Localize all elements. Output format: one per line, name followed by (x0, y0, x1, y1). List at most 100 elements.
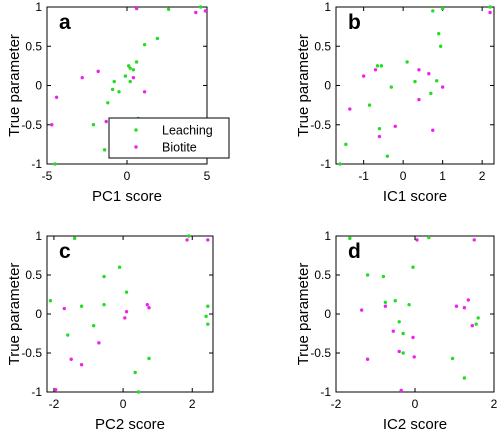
data-point-biotite (454, 304, 459, 308)
data-point-leaching (124, 290, 129, 294)
data-point-leaching (72, 236, 77, 241)
data-point-biotite (206, 238, 210, 242)
data-point-leaching (405, 60, 409, 64)
x-tick-label: -5 (42, 169, 53, 183)
data-point-biotite (361, 74, 366, 78)
data-point-leaching (377, 126, 382, 131)
data-point-biotite (97, 341, 101, 345)
x-tick-label: 0 (400, 169, 407, 183)
data-point-leaching (427, 235, 431, 240)
y-tick-label: 0.5 (25, 268, 42, 282)
y-tick-label: 0 (35, 307, 42, 321)
data-point-biotite (472, 238, 476, 242)
panel-a: -5 0 5 -1 -0.5 0 0.5 1 PC1 score True parameter a L… (6, 0, 230, 205)
data-point-leaching (147, 356, 151, 361)
data-point-leaching (166, 7, 171, 12)
data-point-leaching (431, 9, 435, 13)
data-point-leaching (110, 87, 115, 92)
data-point-leaching (348, 236, 352, 241)
data-point-leaching (344, 142, 348, 147)
data-point-leaching (79, 304, 84, 308)
x-tick-label: 0 (124, 169, 131, 183)
data-point-biotite (134, 6, 139, 11)
x-tick-label: -2 (49, 397, 60, 411)
legend-box (108, 117, 230, 159)
data-point-biotite (377, 134, 382, 139)
data-point-biotite (365, 357, 370, 361)
series-biotite (53, 238, 210, 392)
x-tick-label: 2 (479, 169, 486, 183)
data-point-leaching (381, 274, 386, 279)
data-point-biotite (80, 75, 84, 80)
data-point-leaching (187, 234, 191, 238)
y-axis-label: True parameter (295, 34, 312, 137)
data-point-biotite (359, 308, 364, 312)
data-point-leaching (379, 64, 384, 68)
data-point-biotite (124, 309, 129, 314)
data-point-leaching (385, 154, 390, 158)
data-point-biotite (383, 304, 388, 308)
x-tick-label: -1 (358, 169, 369, 183)
legend-marker-leaching (134, 128, 138, 132)
data-point-leaching (102, 274, 106, 279)
legend-label-leaching: Leaching (162, 124, 213, 138)
y-tick-label: -0.5 (310, 346, 331, 360)
data-point-leaching (450, 356, 455, 361)
panel-letter: a (59, 11, 71, 34)
panel-c: -2 0 2 -1 -0.5 0 0.5 1 PC2 score True parameter c (6, 229, 214, 433)
data-point-leaching (48, 299, 53, 303)
y-tick-label: -0.5 (21, 346, 42, 360)
data-point-leaching (435, 79, 439, 83)
y-tick-label: 0.5 (314, 268, 331, 282)
data-point-biotite (399, 388, 403, 393)
y-tick-label: 0 (35, 79, 42, 93)
data-point-biotite (123, 316, 127, 320)
data-point-biotite (431, 128, 435, 132)
data-point-leaching (462, 376, 467, 380)
y-tick-label: 0.5 (25, 39, 42, 53)
x-tick-label: 1 (439, 169, 446, 183)
data-point-biotite (417, 97, 421, 102)
data-point-leaching (401, 331, 405, 336)
data-point-leaching (407, 302, 411, 307)
y-tick-label: -1 (31, 385, 42, 399)
data-point-biotite (417, 68, 421, 72)
data-point-biotite (427, 72, 431, 76)
data-point-biotite (470, 324, 474, 328)
data-point-leaching (106, 101, 110, 105)
data-point-leaching (413, 79, 417, 84)
data-point-biotite (488, 10, 492, 15)
data-point-leaching (117, 265, 122, 269)
y-tick-label: 0 (324, 79, 331, 93)
data-point-biotite (411, 335, 415, 340)
data-point-biotite (79, 363, 84, 367)
data-point-leaching (66, 333, 70, 337)
data-point-leaching (206, 304, 210, 308)
data-point-leaching (117, 90, 121, 94)
data-point-leaching (476, 316, 480, 320)
data-point-biotite (96, 69, 100, 74)
data-point-leaching (393, 299, 397, 303)
y-tick-label: 0.5 (314, 39, 331, 53)
data-point-biotite (50, 123, 54, 127)
y-tick-label: -0.5 (21, 118, 42, 132)
y-tick-label: 0 (324, 307, 331, 321)
data-point-biotite (397, 349, 401, 354)
legend: Leaching Biotite (108, 117, 230, 159)
panel-letter: b (348, 11, 361, 34)
data-point-biotite (53, 387, 58, 392)
data-point-leaching (204, 314, 208, 319)
data-point-leaching (389, 85, 393, 89)
data-point-leaching (91, 324, 96, 328)
data-point-leaching (128, 79, 132, 84)
y-axis-label: True parameter (6, 34, 23, 137)
data-point-biotite (348, 107, 352, 111)
y-tick-label: 1 (35, 229, 42, 243)
data-point-leaching (206, 322, 210, 326)
data-point-biotite (393, 124, 397, 129)
data-point-leaching (375, 64, 380, 68)
x-tick-label: 2 (189, 397, 196, 411)
data-point-leaching (134, 60, 139, 64)
data-point-leaching (338, 162, 342, 166)
data-point-biotite (415, 238, 419, 242)
